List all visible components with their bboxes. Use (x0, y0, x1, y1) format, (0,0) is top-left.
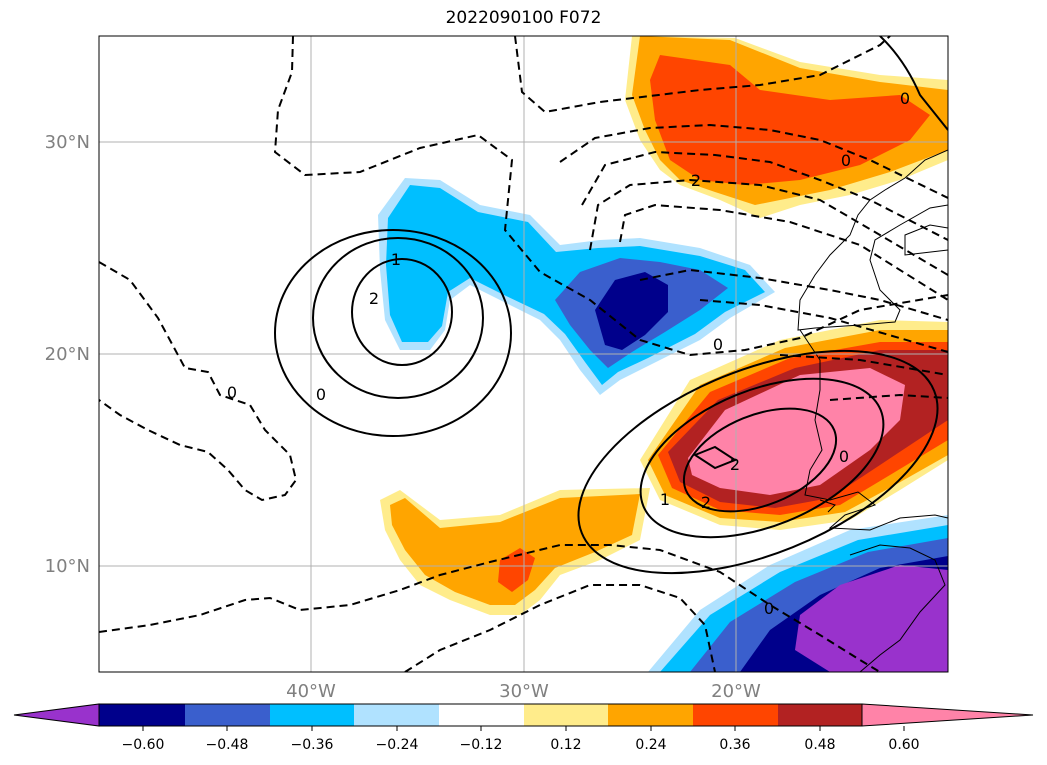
colorbar-tick-label: −0.60 (122, 737, 165, 753)
contour-label: 2 (730, 455, 740, 474)
colorbar-extend-max (861, 703, 1034, 727)
lon-label: 30°W (499, 681, 549, 702)
contour-label: 2 (701, 493, 711, 512)
positive-anomaly-main (640, 320, 948, 530)
colorbar-swatch (608, 704, 693, 726)
contour-label: 2 (691, 171, 701, 190)
map-area: 0 1 2 0 0 2 0 1 2 2 0 0 0 (99, 36, 948, 672)
colorbar-tick-label: 0.24 (635, 737, 666, 753)
colorbar-tick-label: −0.24 (376, 737, 419, 753)
colorbar-swatch (99, 704, 185, 726)
contour-label: 0 (764, 599, 774, 618)
negative-anomaly-central (378, 178, 775, 395)
colorbar-swatch (354, 704, 439, 726)
contour-label: 0 (900, 89, 910, 108)
colorbar-tick-label: 0.48 (804, 737, 835, 753)
contour-label: 1 (391, 250, 401, 269)
contour-label: 0 (839, 447, 849, 466)
lon-label: 40°W (286, 681, 336, 702)
contour-label: 0 (713, 335, 723, 354)
positive-anomaly-north (625, 36, 948, 218)
contour-label: 0 (841, 151, 851, 170)
contour-label: 2 (369, 289, 379, 308)
contours-positive (274, 36, 948, 575)
contour-label: 0 (316, 385, 326, 404)
longitude-labels: 40°W 30°W 20°W (286, 681, 761, 702)
colorbar-swatch (439, 704, 524, 726)
colorbar-swatch (185, 704, 270, 726)
map-title: 2022090100 F072 (445, 8, 602, 28)
colorbar-tick-label: 0.36 (719, 737, 750, 753)
lon-label: 20°W (711, 681, 761, 702)
colorbar-ticks (142, 726, 905, 731)
colorbar-tick-label: 0.12 (550, 737, 581, 753)
colorbar-swatch (693, 704, 778, 726)
colorbar-swatch (778, 704, 862, 726)
colorbar: −0.60 −0.48 −0.36 −0.24 −0.12 0.12 0.24 … (13, 703, 1034, 753)
colorbar-extend-min (13, 703, 100, 727)
colorbar-swatch (524, 704, 608, 726)
colorbar-tick-label: 0.60 (888, 737, 919, 753)
coastline (797, 149, 948, 672)
lat-label: 10°N (45, 556, 90, 577)
colorbar-tick-label: −0.48 (206, 737, 249, 753)
map-frame (98, 35, 949, 673)
lat-label: 20°N (45, 344, 90, 365)
colorbar-swatch (270, 704, 354, 726)
colorbar-tick-label: −0.36 (291, 737, 334, 753)
contour-label: 1 (660, 490, 670, 509)
latitude-labels: 30°N 20°N 10°N (45, 132, 90, 577)
lat-label: 30°N (45, 132, 90, 153)
contours-negative (99, 36, 948, 672)
contour-label: 0 (227, 383, 237, 402)
contour-labels: 0 1 2 0 0 2 0 1 2 2 0 0 0 (227, 89, 910, 618)
positive-anomaly-south (380, 488, 650, 615)
colorbar-tick-label: −0.12 (460, 737, 503, 753)
